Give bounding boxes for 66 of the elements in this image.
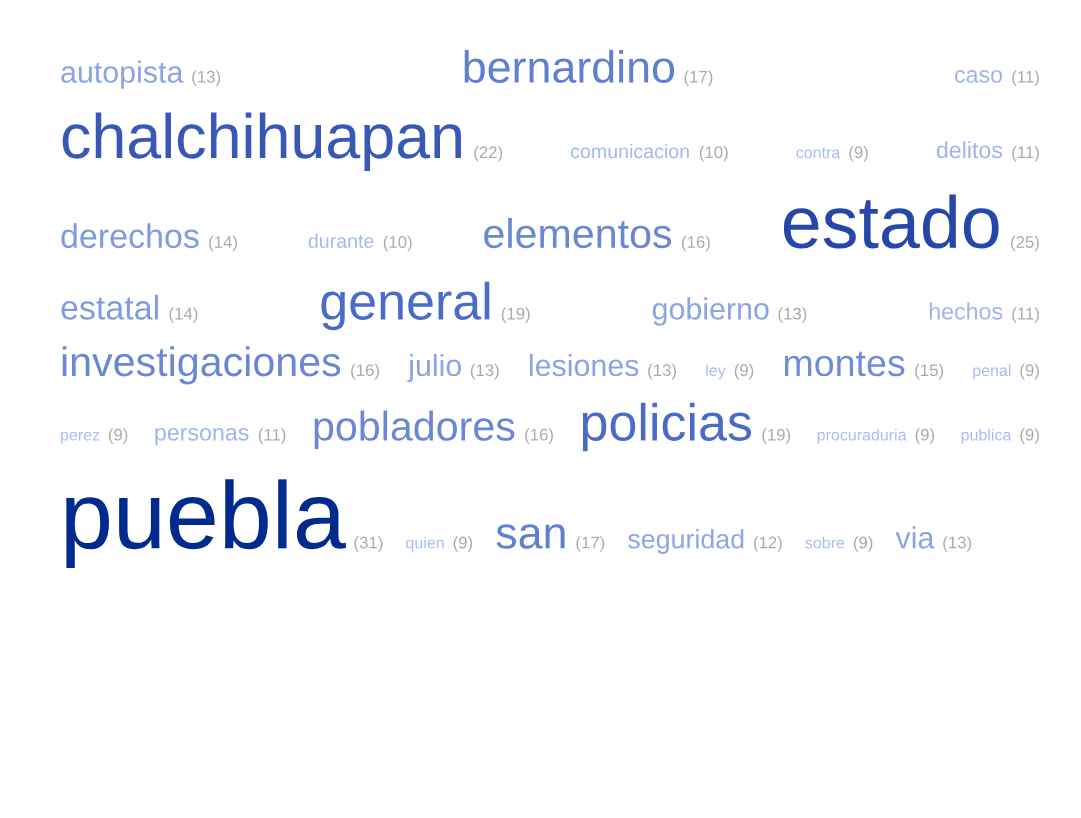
data-label: (14): [169, 307, 198, 323]
category-label: san: [496, 524, 565, 549]
data-label: (10): [699, 145, 728, 162]
category-label: sobre: [805, 536, 845, 549]
category-label: derechos: [61, 223, 199, 249]
category-label: investigaciones: [62, 346, 341, 385]
data-label: (9): [915, 428, 935, 444]
data-label: (9): [734, 363, 754, 380]
data-label: (13): [943, 536, 972, 552]
category-label: chalchihuapan: [62, 112, 461, 172]
category-label: caso: [954, 70, 1003, 83]
data-label: (11): [1012, 70, 1039, 87]
category-label: julio: [407, 353, 461, 383]
category-label: penal: [973, 364, 1011, 380]
category-label: policias: [582, 402, 752, 452]
data-label: (9): [108, 428, 128, 444]
data-label: (11): [258, 428, 286, 444]
data-label: (19): [762, 428, 791, 444]
category-label: durante: [308, 233, 374, 248]
category-label: publica: [961, 428, 1012, 444]
category-label: comunicacion: [571, 143, 689, 159]
category-label: pobladores: [314, 410, 515, 449]
category-label: estado: [783, 194, 999, 249]
category-label: contra: [796, 147, 841, 159]
data-label: (14): [209, 235, 237, 252]
category-label: via: [895, 526, 935, 549]
data-label: (16): [351, 363, 379, 380]
category-label: delitos: [936, 141, 1003, 159]
data-label: (9): [1020, 363, 1039, 380]
data-label: (17): [684, 70, 713, 87]
data-label: (22): [474, 145, 503, 162]
category-label: bernardino: [464, 50, 675, 83]
category-label: gobierno: [652, 297, 769, 326]
data-label: (9): [849, 145, 868, 162]
data-label: (15): [915, 363, 944, 380]
data-label: (13): [470, 363, 499, 380]
category-label: seguridad: [628, 528, 744, 554]
category-label: lesiones: [529, 353, 639, 377]
data-label: (17): [576, 536, 605, 552]
category-label: quien: [406, 536, 444, 552]
category-label: perez: [61, 431, 100, 444]
data-label: (9): [453, 536, 473, 552]
data-label: (25): [1011, 235, 1039, 252]
data-label: (13): [192, 70, 221, 87]
data-label: (12): [753, 536, 782, 552]
category-label: estatal: [61, 294, 158, 320]
data-label: (16): [682, 235, 710, 252]
data-label: (31): [354, 536, 383, 552]
category-label: montes: [784, 351, 905, 377]
data-label: (10): [383, 235, 412, 252]
data-label: (11): [1012, 145, 1039, 162]
data-label: (11): [1012, 307, 1039, 323]
category-label: personas: [155, 427, 249, 446]
category-label: hechos: [929, 302, 1003, 320]
data-label: (9): [1020, 428, 1039, 444]
category-label: procuraduria: [817, 428, 907, 444]
data-label: (19): [501, 307, 530, 323]
category-label: general: [321, 281, 490, 331]
data-label: (16): [525, 428, 553, 444]
category-label: elementos: [484, 217, 672, 249]
data-label: (13): [778, 307, 807, 323]
category-label: ley: [706, 364, 726, 380]
category-label: autopista: [61, 60, 184, 89]
data-label: (13): [648, 363, 676, 380]
category-label: puebla: [66, 479, 346, 569]
data-label: (9): [853, 536, 873, 552]
